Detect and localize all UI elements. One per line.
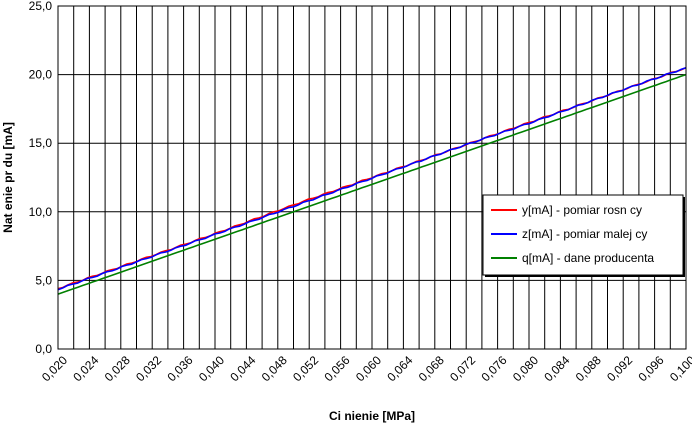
y-tick-label: 0,0 [35, 342, 52, 356]
x-tick-label: 0,020 [39, 353, 70, 384]
y-tick-label: 20,0 [29, 68, 53, 82]
x-tick-label: 0,060 [353, 353, 384, 384]
x-tick-labels: 0,020 0,024 0,028 0,032 0,036 0,040 0,044 0,048… [39, 353, 692, 384]
x-tick-label: 0,024 [70, 353, 101, 384]
x-tick-label: 0,084 [541, 353, 572, 384]
y-tick-labels: 0,0 5,0 10,0 15,0 20,0 25,0 [29, 0, 53, 356]
x-axis-title: Ci nienie [MPa] [329, 409, 415, 423]
y-tick-label: 25,0 [29, 0, 53, 13]
x-tick-label: 0,032 [133, 353, 164, 384]
x-tick-label: 0,080 [510, 353, 541, 384]
x-tick-label: 0,056 [322, 353, 353, 384]
legend-label: q[mA] - dane producenta [522, 251, 654, 265]
x-tick-label: 0,040 [196, 353, 227, 384]
legend-label: z[mA] - pomiar malej cy [522, 227, 647, 241]
y-tick-label: 15,0 [29, 136, 53, 150]
y-tick-label: 5,0 [35, 273, 52, 287]
x-tick-label: 0,036 [165, 353, 196, 384]
legend: y[mA] - pomiar rosn cy z[mA] - pomiar mal… [482, 194, 685, 277]
series-line-3 [57, 73, 687, 295]
y-tick-label: 10,0 [29, 205, 53, 219]
x-tick-label: 0,072 [447, 353, 478, 384]
x-tick-label: 0,052 [290, 353, 321, 384]
x-tick-label: 0,076 [479, 353, 510, 384]
legend-label: y[mA] - pomiar rosn cy [522, 203, 642, 217]
plot-frame [57, 5, 687, 350]
x-tick-label: 0,088 [573, 353, 604, 384]
y-axis-title: Nat enie pr du [mA] [1, 122, 15, 233]
x-tick-label: 0,068 [416, 353, 447, 384]
x-tick-label: 0,092 [604, 353, 635, 384]
series-line-2 [57, 66, 687, 291]
x-tick-label: 0,048 [259, 353, 290, 384]
series-lines [57, 66, 687, 295]
x-tick-label: 0,064 [384, 353, 415, 384]
x-tick-label: 0,044 [227, 353, 258, 384]
x-tick-label: 0,028 [102, 353, 133, 384]
x-tick-label: 0,100 [667, 353, 692, 384]
x-tick-label: 0,096 [636, 353, 667, 384]
